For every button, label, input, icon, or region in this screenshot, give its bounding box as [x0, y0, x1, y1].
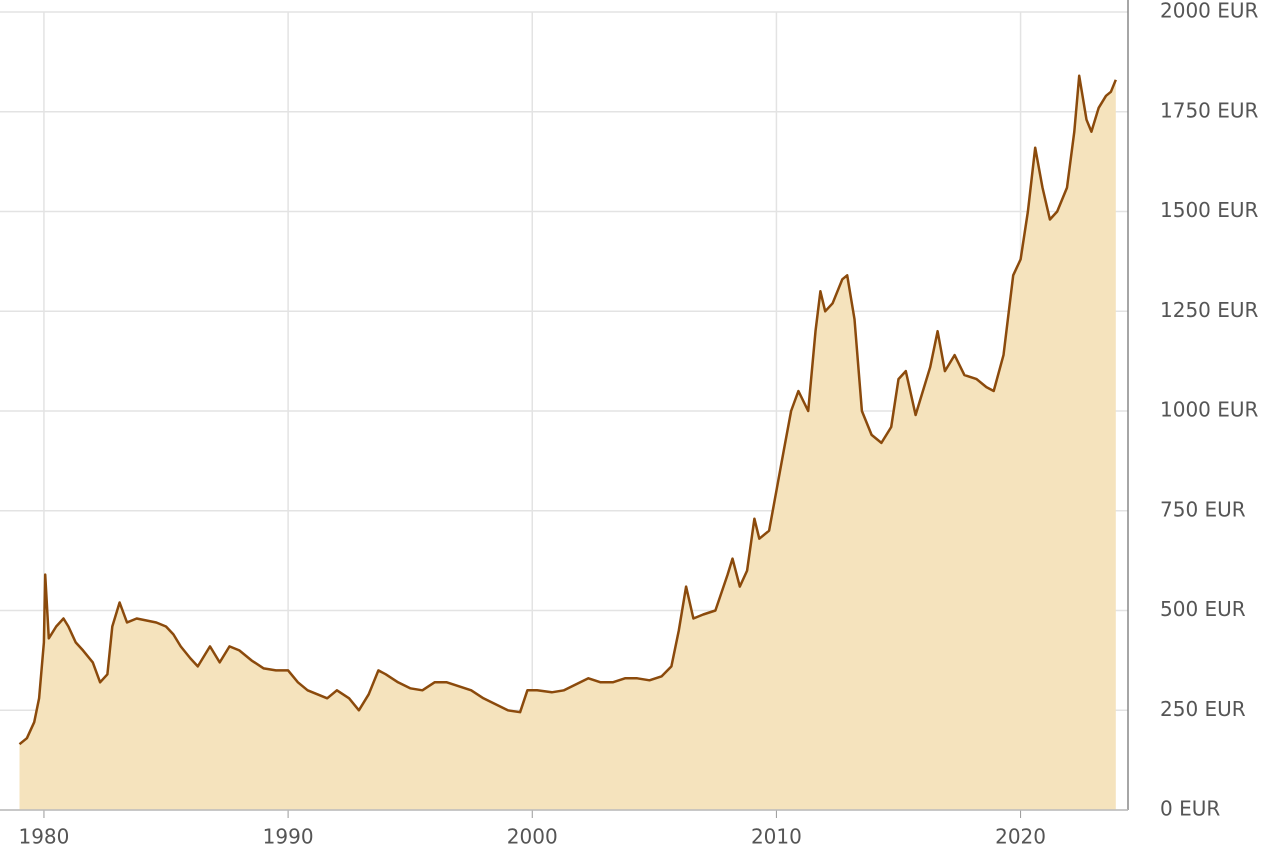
price-line [18, 74, 1117, 746]
x-tick-label: 2010 [751, 825, 802, 849]
y-tick-label: 750 EUR [1160, 497, 1246, 521]
y-tick-label: 0 EUR [1160, 797, 1220, 821]
area-fill [19, 75, 1116, 811]
y-tick-label: 1250 EUR [1160, 298, 1259, 322]
x-tick-label: 1980 [18, 825, 69, 849]
x-tick-label: 2000 [507, 825, 558, 849]
y-tick-label: 250 EUR [1160, 697, 1246, 721]
x-tick-label: 2020 [995, 825, 1046, 849]
y-tick-label: 1500 EUR [1160, 198, 1259, 222]
y-tick-label: 2000 EUR [1160, 0, 1259, 23]
y-tick-label: 1750 EUR [1160, 98, 1259, 122]
y-tick-label: 1000 EUR [1160, 398, 1259, 422]
x-tick-label: 1990 [263, 825, 314, 849]
y-tick-label: 500 EUR [1160, 597, 1246, 621]
